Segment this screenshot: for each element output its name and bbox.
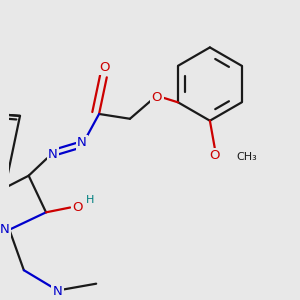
Text: O: O [100,61,110,74]
Text: N: N [77,136,87,149]
Text: H: H [86,195,94,205]
Text: O: O [73,201,83,214]
Text: N: N [48,148,58,161]
Text: O: O [209,149,220,162]
Text: N: N [53,285,62,298]
Text: N: N [0,223,9,236]
Text: O: O [152,91,162,104]
Text: CH₃: CH₃ [236,152,257,162]
